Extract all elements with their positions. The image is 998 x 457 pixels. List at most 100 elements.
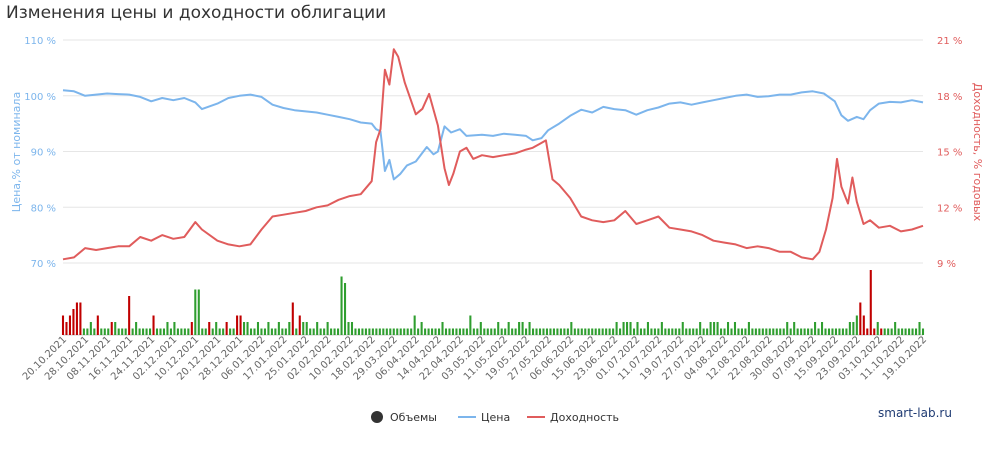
volume-bar: [796, 328, 799, 335]
volume-bar: [96, 315, 99, 335]
volume-bar: [149, 328, 152, 335]
legend-price-label: Цена: [481, 411, 510, 424]
volume-bar: [61, 315, 65, 335]
volume-bar: [563, 328, 566, 335]
volume-bar: [343, 283, 347, 335]
volume-bar: [838, 328, 841, 335]
volume-bar: [72, 309, 75, 335]
volume-bar: [803, 328, 806, 335]
volume-bar: [883, 328, 886, 335]
volume-bar: [556, 328, 559, 335]
volume-bar: [75, 302, 78, 335]
volume-bar: [876, 322, 879, 335]
volume-bar: [392, 328, 395, 335]
volume-bar: [375, 328, 378, 335]
volume-bar: [747, 322, 750, 335]
volume-bar: [786, 322, 789, 335]
volume-bar: [333, 328, 336, 335]
volume-bar: [89, 322, 92, 335]
volume-bar: [855, 315, 858, 335]
volume-bar: [361, 328, 364, 335]
volume-bar: [587, 328, 590, 335]
volume-bar: [667, 328, 670, 335]
chart-title: Изменения цены и доходности облигации: [6, 3, 387, 23]
volume-bar: [695, 328, 698, 335]
volume-bar: [626, 322, 629, 335]
volume-bar: [176, 328, 179, 335]
volume-bar: [253, 328, 256, 335]
watermark[interactable]: smart-lab.ru: [878, 406, 952, 420]
volume-bar: [841, 328, 844, 335]
volume-bar: [183, 328, 186, 335]
right-tick-label: 15 %: [937, 148, 962, 159]
volume-bar: [444, 328, 448, 335]
volume-bar: [632, 328, 636, 335]
volume-bar: [166, 322, 169, 335]
volume-bar: [420, 322, 423, 335]
volume-bar: [114, 322, 117, 335]
volume-bar: [692, 328, 695, 335]
volume-bar: [93, 328, 96, 335]
volume-bar: [413, 315, 416, 335]
volume-bar: [486, 328, 489, 335]
volume-bar: [612, 328, 615, 335]
volume-bar: [194, 289, 197, 335]
volume-bar: [507, 322, 510, 335]
volume-bar: [350, 322, 354, 335]
volume-bar: [364, 328, 367, 335]
volume-bar: [232, 328, 235, 335]
left-axis-title: Цена,% от номинала: [10, 92, 23, 212]
volume-bar: [598, 328, 601, 335]
volume-bar: [410, 328, 413, 335]
volume-bar: [897, 328, 900, 335]
volume-bar: [518, 322, 521, 335]
volume-bar: [772, 328, 775, 335]
volume-bar: [504, 328, 507, 335]
volume-bar: [852, 322, 855, 335]
volume-bar: [552, 328, 555, 335]
volume-bar: [476, 328, 479, 335]
volume-bar: [173, 322, 176, 335]
volume-bar: [162, 328, 166, 335]
volume-bar: [678, 328, 681, 335]
volume-bar: [357, 328, 360, 335]
volume-bar: [688, 328, 691, 335]
volume-bar: [197, 289, 200, 335]
volume-bar: [215, 322, 218, 335]
volume-bar: [385, 328, 388, 335]
volume-bar: [866, 328, 869, 335]
volume-bar: [570, 322, 573, 335]
volume-bar: [298, 315, 301, 335]
volume-bar: [65, 322, 68, 335]
volume-bar: [820, 322, 824, 335]
volume-bar: [100, 328, 103, 335]
volume-bar: [277, 322, 280, 335]
volume-bar: [284, 328, 287, 335]
volume-bar: [437, 328, 441, 335]
volume-bar: [862, 315, 865, 335]
volume-bar: [716, 322, 719, 335]
volume-bar: [869, 270, 872, 335]
volume-bar: [458, 328, 461, 335]
right-tick-label: 9 %: [937, 259, 956, 270]
volume-bar: [845, 328, 848, 335]
volume-bar: [713, 322, 716, 335]
volume-bar: [577, 328, 580, 335]
volume-bar: [758, 328, 761, 335]
volume-bar: [887, 328, 890, 335]
volume-bar: [82, 328, 85, 335]
volume-bar: [190, 322, 193, 335]
volume-bar: [142, 328, 145, 335]
volume-bar: [615, 322, 618, 335]
volume-bar: [848, 322, 851, 335]
volume-bar: [441, 322, 444, 335]
volume-bar: [525, 328, 528, 335]
volume-bar: [918, 322, 921, 335]
volume-bar: [281, 328, 284, 335]
volume-bar: [288, 322, 291, 335]
volume-bar: [904, 328, 907, 335]
volume-bar: [316, 322, 319, 335]
volume-bar: [462, 328, 465, 335]
volume-bar: [305, 322, 308, 335]
